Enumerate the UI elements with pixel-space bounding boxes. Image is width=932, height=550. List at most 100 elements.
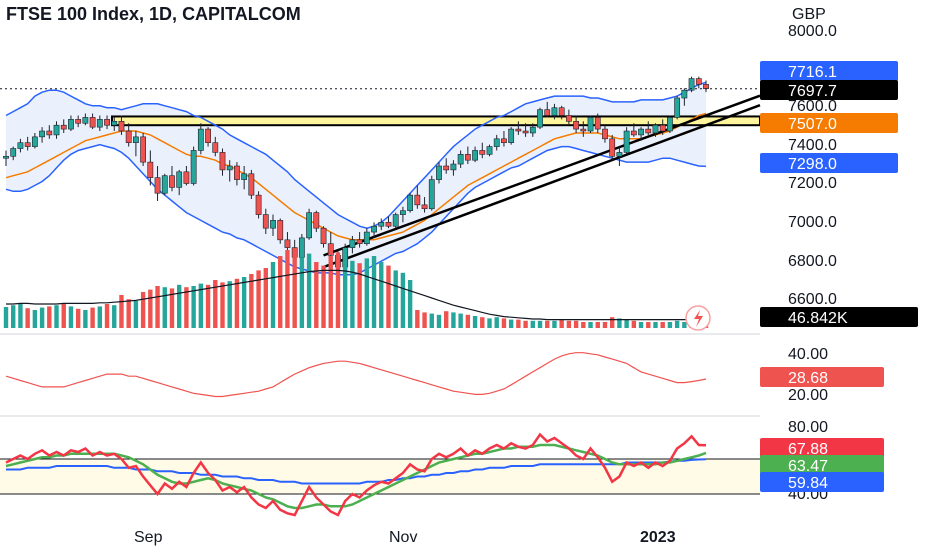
volume-bar [227, 281, 232, 328]
volume-bar [3, 307, 9, 328]
candle-body [602, 128, 608, 140]
bollinger-band-fill [6, 82, 706, 275]
price-tick: 8000.0 [788, 23, 837, 40]
volume-tag-value: 46.842K [788, 310, 848, 327]
volume-bar [104, 304, 110, 328]
volume-bar [444, 311, 449, 328]
candle-body [674, 97, 681, 118]
volume-bar [205, 284, 211, 328]
candle-body [277, 220, 284, 241]
rsi-ma-line [5, 443, 707, 510]
candle-body [472, 150, 478, 161]
volume-bar [270, 262, 276, 328]
volume-bar [25, 308, 30, 328]
volume-bar [285, 250, 290, 328]
candle-body [24, 142, 31, 147]
price-tick: 7000.0 [788, 214, 837, 231]
lightning-icon[interactable] [685, 305, 711, 331]
volume-bar [638, 322, 644, 328]
volume-bar [422, 312, 427, 328]
candle-body [428, 179, 435, 210]
volume-bar [386, 265, 391, 328]
volume-bar [660, 322, 665, 328]
candle-body [392, 214, 399, 227]
lower-band-tag-value: 7298.0 [788, 156, 837, 173]
adx-panel[interactable] [5, 352, 707, 398]
volume-bar [68, 306, 74, 328]
rsi-tag-value: 67.88 [788, 441, 828, 458]
trendline-lower[interactable] [323, 104, 761, 269]
candle-body [111, 121, 118, 126]
candle-body [400, 210, 406, 215]
trendline-upper[interactable] [323, 94, 761, 257]
candle-body [529, 126, 536, 134]
candle-body [695, 78, 702, 85]
candle-body [616, 152, 623, 157]
price-panel[interactable] [0, 76, 761, 276]
volume-bar [682, 322, 687, 328]
volume-bar [530, 320, 536, 328]
volume-bar [458, 313, 463, 328]
volume-bar [573, 320, 579, 328]
volume-bar [126, 299, 131, 328]
volume-bar [191, 286, 196, 328]
chart-title: FTSE 100 Index, 1D, CAPITALCOM [6, 4, 301, 24]
candle-body [573, 121, 580, 130]
candle-body [667, 117, 673, 132]
candle-body [125, 130, 132, 143]
volume-bar [54, 305, 59, 328]
candle-body [594, 117, 601, 130]
rsi-ma-slow-tag: 59.84 [760, 472, 884, 492]
volume-bar [667, 322, 673, 328]
rsi-tick: 80.00 [788, 419, 828, 436]
volume-bar [494, 317, 499, 328]
volume-bar [653, 322, 658, 328]
candle-body [118, 121, 125, 132]
candle-body [320, 227, 327, 245]
volume-bar [292, 253, 297, 328]
candle-body [659, 124, 666, 132]
rsi-line [5, 432, 707, 517]
candle-body [270, 220, 276, 229]
volume-bar [241, 277, 247, 328]
candle-body [17, 142, 24, 149]
candle-body [212, 142, 219, 153]
candle-body [385, 222, 392, 227]
volume-bar [451, 312, 456, 328]
candle-body [3, 155, 9, 159]
volume-bar [176, 284, 182, 328]
adx-tick: 20.00 [788, 387, 828, 404]
candle-body [457, 154, 464, 165]
candle-body [262, 214, 269, 229]
candle-body [176, 171, 183, 188]
candle-body [486, 146, 493, 155]
candle-body [544, 109, 551, 116]
volume-bar [516, 319, 521, 328]
candle-body [205, 128, 211, 143]
time-label: Sep [134, 529, 163, 546]
volume-bar [436, 314, 442, 328]
candle-body [623, 130, 630, 153]
volume-bar [674, 320, 680, 328]
volume-bar [415, 310, 420, 328]
candle-body [551, 107, 558, 116]
volume-bar [624, 319, 629, 328]
volume-bar [559, 319, 564, 328]
volume-bar [350, 260, 355, 328]
volume-bar [75, 308, 81, 328]
candle-body [75, 119, 82, 124]
volume-bar [371, 256, 377, 328]
rsi-panel[interactable] [0, 432, 760, 517]
volume-bar [342, 257, 348, 328]
adx-tick: 40.00 [788, 346, 828, 363]
candle-body [363, 231, 370, 245]
volume-bar [581, 322, 586, 328]
candle-body [219, 152, 226, 171]
candle-body [234, 165, 240, 180]
rsi-ma-tag-value: 63.47 [788, 458, 828, 475]
volume-bar [97, 306, 103, 328]
volume-bar [545, 320, 550, 328]
candle-body [68, 119, 74, 130]
volume-bar [90, 307, 95, 328]
